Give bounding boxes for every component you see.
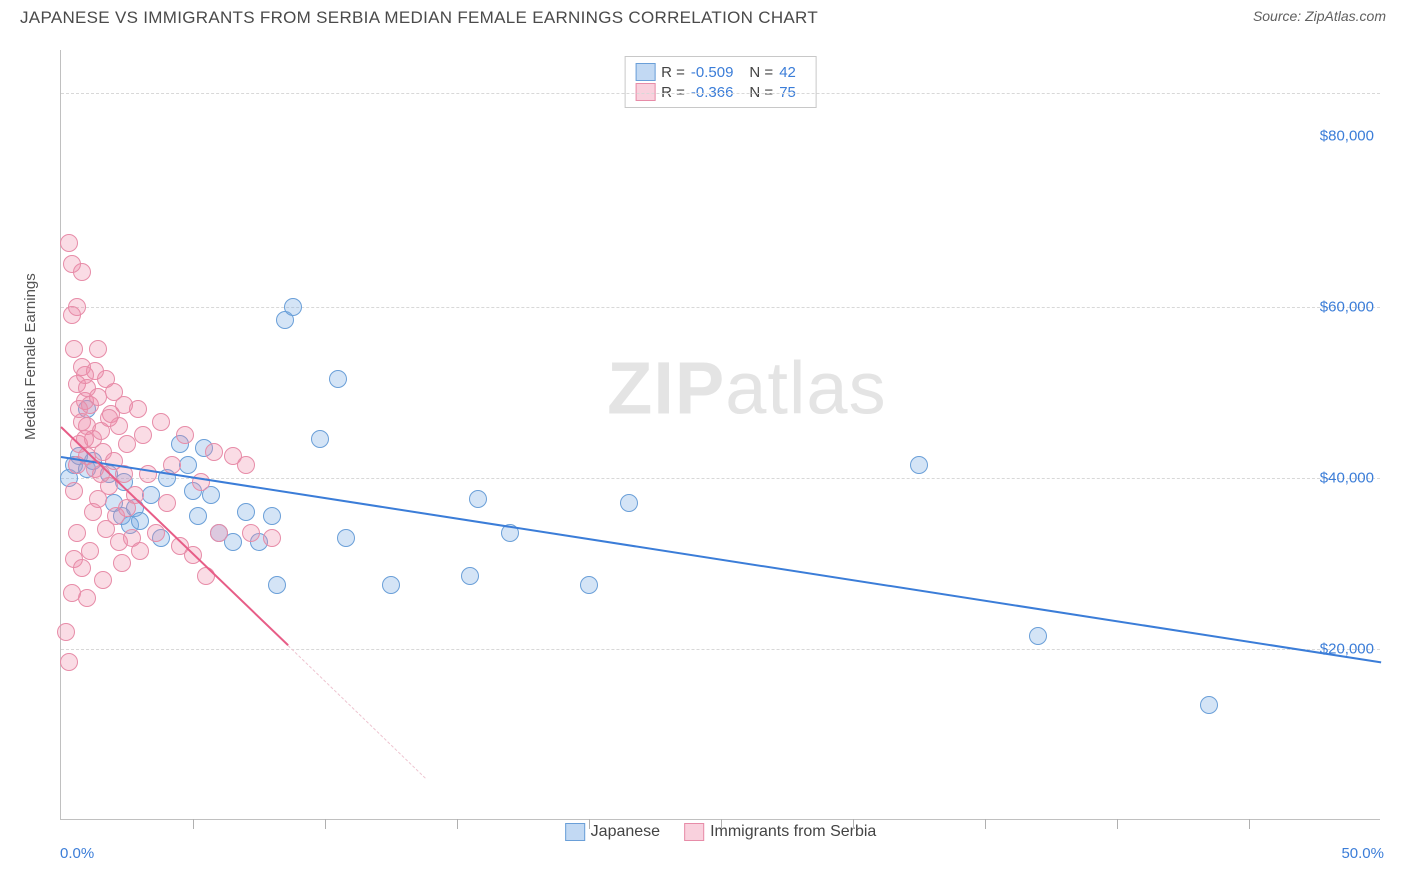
- scatter-point: [78, 589, 96, 607]
- x-tick: [721, 819, 722, 829]
- scatter-point: [197, 567, 215, 585]
- scatter-point: [242, 524, 260, 542]
- scatter-point: [176, 426, 194, 444]
- y-tick-label: $40,000: [1320, 469, 1374, 486]
- scatter-point: [147, 524, 165, 542]
- legend-label-japanese: Japanese: [591, 823, 660, 840]
- scatter-point: [337, 529, 355, 547]
- scatter-point: [65, 340, 83, 358]
- x-tick: [589, 819, 590, 829]
- watermark: ZIPatlas: [607, 346, 886, 431]
- scatter-point: [131, 542, 149, 560]
- scatter-point: [152, 413, 170, 431]
- scatter-point: [94, 571, 112, 589]
- x-tick: [853, 819, 854, 829]
- legend-stats: R = -0.509 N = 42 R = -0.366 N = 75: [624, 56, 817, 108]
- x-tick: [985, 819, 986, 829]
- scatter-point: [329, 370, 347, 388]
- grid-line-h: [61, 307, 1380, 308]
- scatter-point: [76, 366, 94, 384]
- legend-item-serbia: Immigrants from Serbia: [684, 823, 876, 841]
- scatter-point: [65, 482, 83, 500]
- regression-line: [61, 456, 1381, 663]
- x-tick: [457, 819, 458, 829]
- scatter-point: [205, 443, 223, 461]
- grid-line-h: [61, 478, 1380, 479]
- grid-line-h: [61, 649, 1380, 650]
- scatter-point: [469, 490, 487, 508]
- scatter-point: [63, 255, 81, 273]
- scatter-point: [620, 494, 638, 512]
- scatter-point: [73, 559, 91, 577]
- stat-label-r: R =: [661, 64, 685, 81]
- scatter-point: [179, 456, 197, 474]
- scatter-point: [189, 507, 207, 525]
- scatter-point: [163, 456, 181, 474]
- scatter-point: [158, 494, 176, 512]
- y-tick-label: $80,000: [1320, 127, 1374, 144]
- scatter-point: [100, 409, 118, 427]
- scatter-point: [311, 430, 329, 448]
- plot-area: ZIPatlas R = -0.509 N = 42 R = -0.366 N …: [60, 50, 1380, 820]
- scatter-point: [134, 426, 152, 444]
- scatter-point: [263, 529, 281, 547]
- title-bar: JAPANESE VS IMMIGRANTS FROM SERBIA MEDIA…: [0, 0, 1406, 32]
- scatter-point: [97, 520, 115, 538]
- scatter-point: [237, 503, 255, 521]
- scatter-point: [60, 653, 78, 671]
- scatter-point: [60, 234, 78, 252]
- scatter-point: [84, 503, 102, 521]
- stat-r-japanese: -0.509: [691, 64, 734, 81]
- x-tick: [1117, 819, 1118, 829]
- x-tick: [193, 819, 194, 829]
- legend-label-serbia: Immigrants from Serbia: [710, 823, 876, 840]
- swatch-blue-icon: [565, 823, 585, 841]
- scatter-point: [461, 567, 479, 585]
- x-axis-max-label: 50.0%: [1341, 845, 1384, 862]
- scatter-point: [139, 465, 157, 483]
- scatter-point: [210, 524, 228, 542]
- scatter-point: [113, 554, 131, 572]
- stat-n-japanese: 42: [779, 64, 796, 81]
- scatter-point: [192, 473, 210, 491]
- scatter-point: [284, 298, 302, 316]
- legend-stats-row-1: R = -0.509 N = 42: [635, 63, 806, 81]
- scatter-point: [237, 456, 255, 474]
- scatter-point: [89, 340, 107, 358]
- chart-container: Median Female Earnings ZIPatlas R = -0.5…: [20, 40, 1390, 850]
- scatter-point: [910, 456, 928, 474]
- grid-line-h: [61, 93, 1380, 94]
- scatter-point: [580, 576, 598, 594]
- scatter-point: [68, 298, 86, 316]
- swatch-blue-icon: [635, 63, 655, 81]
- watermark-rest: atlas: [725, 347, 886, 430]
- scatter-point: [115, 396, 133, 414]
- legend-item-japanese: Japanese: [565, 823, 660, 841]
- x-tick: [325, 819, 326, 829]
- source-label: Source: ZipAtlas.com: [1253, 8, 1386, 24]
- scatter-point: [70, 400, 88, 418]
- chart-title: JAPANESE VS IMMIGRANTS FROM SERBIA MEDIA…: [20, 8, 818, 28]
- x-axis-min-label: 0.0%: [60, 845, 94, 862]
- scatter-point: [1029, 627, 1047, 645]
- stat-label-n: N =: [749, 64, 773, 81]
- scatter-point: [263, 507, 281, 525]
- scatter-point: [131, 512, 149, 530]
- y-axis-label: Median Female Earnings: [22, 273, 39, 440]
- scatter-point: [68, 524, 86, 542]
- watermark-bold: ZIP: [607, 347, 725, 430]
- y-tick-label: $60,000: [1320, 298, 1374, 315]
- scatter-point: [1200, 696, 1218, 714]
- swatch-pink-icon: [684, 823, 704, 841]
- regression-line: [288, 645, 426, 778]
- scatter-point: [268, 576, 286, 594]
- x-tick: [1249, 819, 1250, 829]
- scatter-point: [81, 542, 99, 560]
- scatter-point: [382, 576, 400, 594]
- scatter-point: [57, 623, 75, 641]
- scatter-point: [126, 486, 144, 504]
